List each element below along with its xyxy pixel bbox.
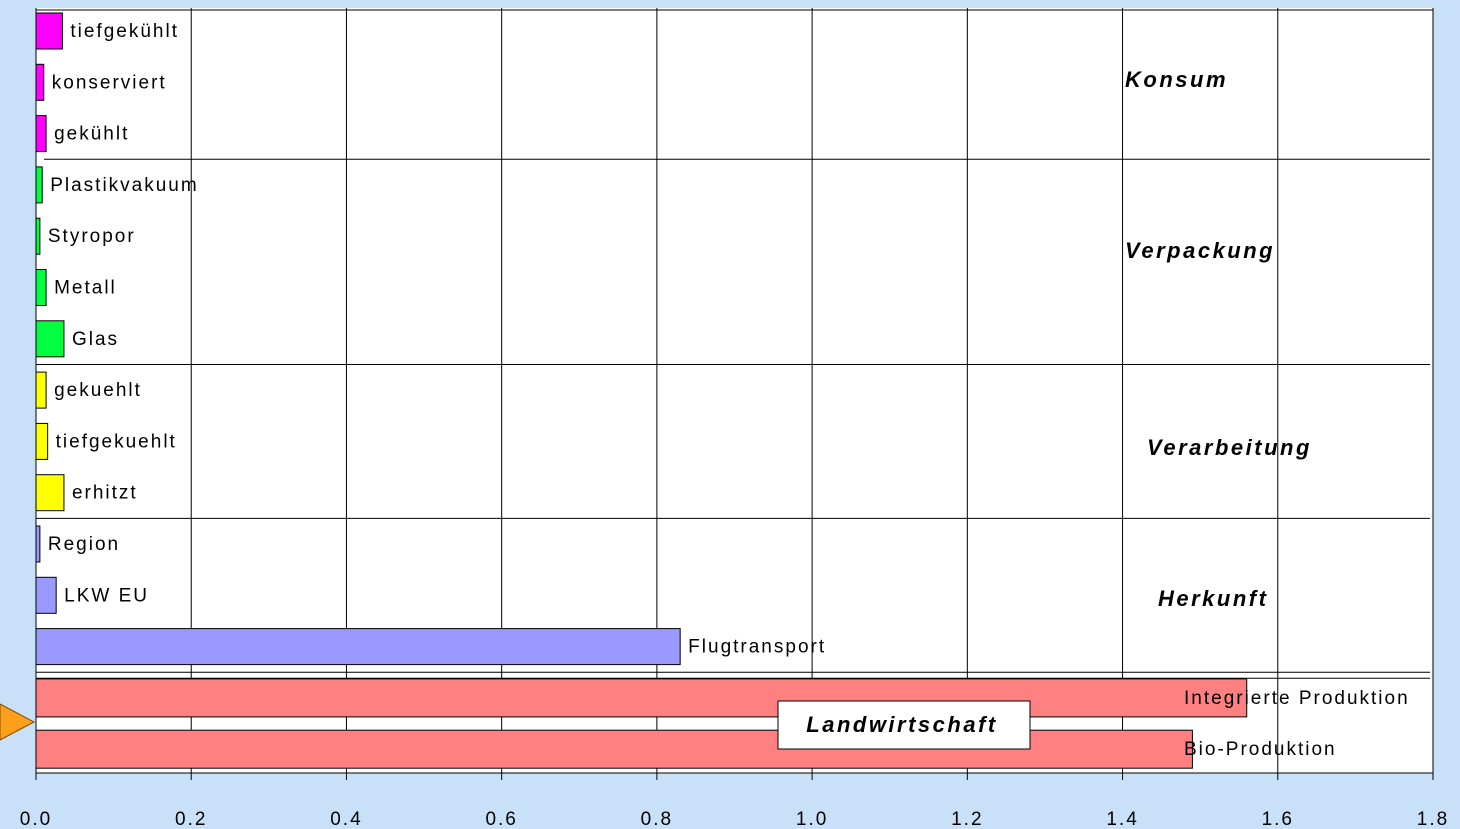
x-tick-label: 1.0 [796, 809, 828, 829]
bar-label: Glas [72, 329, 119, 350]
bar-label: tiefgekühlt [70, 21, 179, 42]
bar-label: LKW EU [64, 585, 149, 606]
bar [35, 217, 41, 255]
x-tick-label: 0.4 [330, 809, 362, 829]
bar-label: tiefgekuehlt [56, 431, 177, 452]
group-label: Landwirtschaft [806, 712, 997, 737]
bar [35, 678, 1248, 718]
group-label: Herkunft [1158, 586, 1268, 611]
bar [35, 12, 63, 50]
bar [35, 269, 47, 306]
bar-label: Styropor [48, 226, 136, 247]
bar-label: gekuehlt [54, 380, 142, 401]
bar [35, 115, 47, 153]
bar [35, 63, 45, 101]
bar [35, 371, 47, 409]
bar [35, 576, 57, 614]
x-tick-label: 0.6 [485, 809, 517, 829]
bar [35, 422, 49, 460]
bar-label: Integrierte Produktion [1184, 688, 1410, 709]
group-label: Verarbeitung [1147, 435, 1312, 460]
x-tick-label: 1.2 [951, 809, 983, 829]
x-tick-label: 1.8 [1417, 809, 1449, 829]
bar-label: Flugtransport [688, 637, 826, 658]
bar-label: gekühlt [54, 124, 129, 145]
pointer-arrow [0, 703, 36, 741]
group-label: Konsum [1125, 67, 1228, 92]
x-tick-label: 0.2 [175, 809, 207, 829]
bar-label: Plastikvakuum [50, 175, 199, 196]
bar-label: Metall [54, 278, 117, 299]
group-label-box [777, 700, 1031, 750]
bar-label: Region [48, 534, 120, 555]
x-tick-label: 0.8 [641, 809, 673, 829]
bar [35, 525, 41, 563]
group-label: Verpackung [1125, 238, 1275, 263]
bar-label: Bio-Produktion [1184, 739, 1337, 760]
bar-label: konserviert [52, 72, 167, 93]
bar [35, 320, 65, 358]
bar [35, 628, 681, 666]
bar [35, 474, 65, 512]
x-tick-label: 1.6 [1262, 809, 1294, 829]
bar [35, 166, 43, 204]
bar-label: erhitzt [72, 483, 138, 504]
x-tick-label: 0.0 [20, 809, 52, 829]
x-tick-label: 1.4 [1106, 809, 1138, 829]
